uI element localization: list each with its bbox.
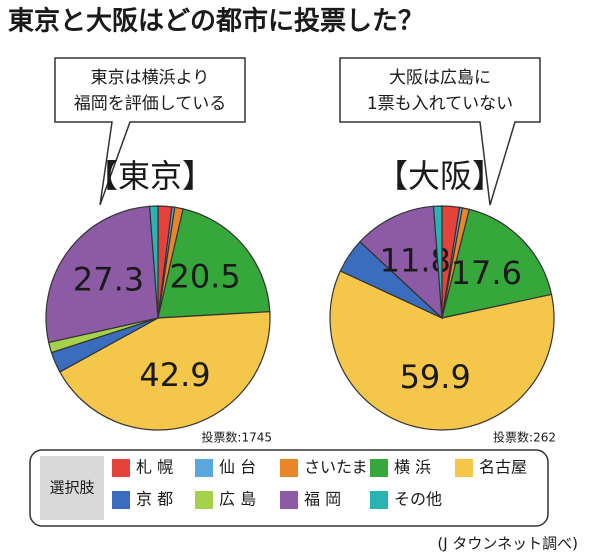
legend-label: 福 岡 xyxy=(304,490,341,509)
legend-label: 仙 台 xyxy=(219,458,256,477)
source: (J タウンネット調べ) xyxy=(437,535,578,553)
legend-label: 名古屋 xyxy=(479,458,527,477)
data-label: 42.9 xyxy=(139,356,210,394)
pie-slice xyxy=(45,205,159,344)
vote-count: 投票数:1745 xyxy=(201,430,272,445)
page-title: 東京と大阪はどの都市に投票した？ xyxy=(8,6,424,37)
pie-slice xyxy=(329,270,555,431)
legend-title-bg xyxy=(40,456,104,520)
data-label: 20.5 xyxy=(169,257,240,295)
legend-label: 札 幌 xyxy=(136,458,173,477)
legend-swatch xyxy=(280,459,298,477)
legend-swatch xyxy=(370,459,388,477)
legend-swatch xyxy=(195,459,213,477)
legend-box xyxy=(29,449,549,527)
legend-swatch xyxy=(280,491,298,509)
data-label: 59.9 xyxy=(400,358,471,396)
legend-swatch xyxy=(195,491,213,509)
legend-label: その他 xyxy=(394,490,442,509)
legend-swatch xyxy=(455,459,473,477)
legend-title: 選択肢 xyxy=(49,479,94,497)
legend-label: 横 浜 xyxy=(394,458,431,477)
legend-swatch xyxy=(370,491,388,509)
callout-text: 大阪は広島に xyxy=(389,68,491,88)
callout-text: 東京は横浜より xyxy=(91,68,210,88)
legend-label: 京 都 xyxy=(136,490,173,509)
pie-slice xyxy=(359,205,443,320)
pie-title: 【東京】 xyxy=(86,157,214,195)
pie-title: 【大阪】 xyxy=(376,157,504,195)
data-label: 17.6 xyxy=(451,254,522,292)
legend-swatch xyxy=(112,459,130,477)
pie-slice xyxy=(157,208,271,319)
callout-text: 福岡を評価している xyxy=(74,94,227,114)
vote-count: 投票数:262 xyxy=(493,430,556,445)
pie-slice xyxy=(441,208,553,319)
data-label: 27.3 xyxy=(73,260,144,298)
callout-box xyxy=(54,57,246,206)
legend-swatch xyxy=(112,491,130,509)
callout-text: 1票も入れていない xyxy=(367,94,513,114)
pie-slice xyxy=(432,205,443,319)
legend-label: 広 島 xyxy=(219,490,256,509)
legend-label: さいたま xyxy=(304,458,368,477)
pie-slice xyxy=(148,205,159,319)
pie-slice xyxy=(59,311,271,431)
callout-box xyxy=(339,57,541,206)
